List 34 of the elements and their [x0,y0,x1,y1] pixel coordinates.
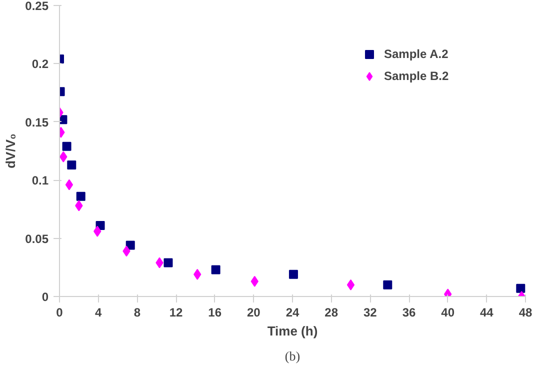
x-tick-label: 24 [286,306,300,320]
x-tick-label: 44 [480,306,494,320]
y-tick-label: 0.2 [32,57,49,72]
point [211,265,220,274]
point [516,284,526,293]
x-tick-label: 28 [324,306,338,320]
x-tick-label: 32 [363,306,378,320]
y-axis-title: dV/V₀ [3,133,18,168]
x-tick-label: 0 [56,306,64,320]
y-tick-label: 0.05 [25,232,49,246]
point [164,258,173,268]
point [76,192,86,201]
x-tick-label: 48 [518,306,532,320]
point [67,160,76,170]
y-tick-label: 0.15 [25,115,49,130]
text: (b) [284,348,300,364]
x-axis-title: Time (h) [267,324,318,338]
x-tick-label: 40 [441,306,455,320]
x-tick-label: 8 [134,306,141,320]
x-tick-label: 16 [208,306,222,320]
point [65,179,74,190]
legend-label: Sample A.2 [384,47,448,61]
point [288,270,298,279]
x-tick-label: 36 [402,306,416,320]
point [62,142,72,151]
legend-label: Sample B.2 [384,69,449,83]
y-tick-label: 0.1 [32,174,49,188]
point [346,279,355,290]
point [383,280,392,290]
y-tick-label: 0.25 [25,0,49,13]
x-tick-label: 12 [169,306,183,320]
y-tick-label: 0 [42,290,49,304]
x-tick-label: 4 [94,306,102,320]
x-tick-label: 20 [246,306,261,320]
